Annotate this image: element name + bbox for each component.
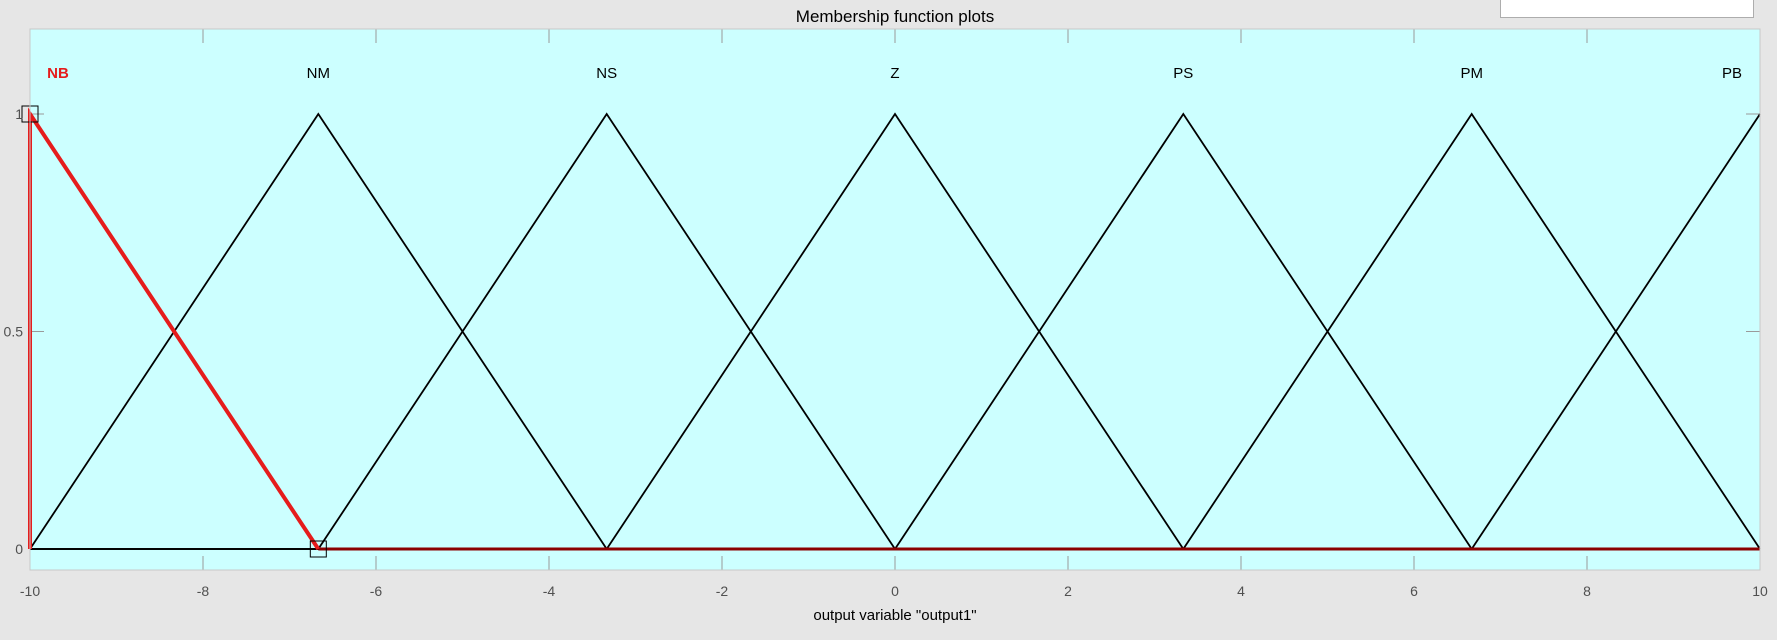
mf-nm-line[interactable] bbox=[29, 112, 608, 550]
x-tick-label: 8 bbox=[1583, 583, 1591, 599]
y-tick-label: 0.5 bbox=[4, 324, 24, 340]
chart-title: Membership function plots bbox=[796, 7, 994, 26]
mf-z-line[interactable] bbox=[605, 112, 1185, 550]
mf-label-ps[interactable]: PS bbox=[1173, 65, 1193, 82]
plot-area[interactable] bbox=[30, 29, 1760, 570]
mf-label-nm[interactable]: NM bbox=[307, 65, 330, 82]
mf-label-ns[interactable]: NS bbox=[596, 65, 617, 82]
x-tick-label: -8 bbox=[197, 583, 210, 599]
mf-pb-line[interactable] bbox=[1470, 113, 1761, 550]
mf-ns-line[interactable] bbox=[317, 112, 896, 550]
y-tick-label: 0 bbox=[15, 541, 23, 557]
x-tick-label: 0 bbox=[891, 583, 899, 599]
mf-ps-line[interactable] bbox=[894, 112, 1473, 550]
mf-label-pm[interactable]: PM bbox=[1460, 65, 1483, 82]
x-tick-labels: -10 -8 -6 -4 -2 0 2 4 6 8 10 bbox=[20, 583, 1768, 599]
x-tick-label: -2 bbox=[716, 583, 729, 599]
x-tick-label: -6 bbox=[370, 583, 383, 599]
mf-pm-line[interactable] bbox=[1182, 112, 1761, 550]
y-tick-labels: 00.51 bbox=[4, 106, 24, 557]
x-tick-label: 2 bbox=[1064, 583, 1072, 599]
mf-label-pb[interactable]: PB bbox=[1722, 65, 1742, 82]
variable-name-field[interactable] bbox=[1500, 0, 1754, 18]
mf-labels[interactable]: NB NM NS Z PS PM PB bbox=[47, 65, 1742, 82]
plot-frame bbox=[29, 28, 1761, 571]
x-tick-label: -10 bbox=[20, 583, 40, 599]
mf-label-nb[interactable]: NB bbox=[47, 65, 69, 82]
x-tick-label: 10 bbox=[1752, 583, 1768, 599]
mf-label-z[interactable]: Z bbox=[890, 65, 899, 82]
y-tick-label: 1 bbox=[15, 106, 23, 122]
x-axis-label: output variable "output1" bbox=[813, 607, 976, 624]
x-tick-label: 6 bbox=[1410, 583, 1418, 599]
mf-handle-1[interactable] bbox=[309, 540, 327, 558]
x-tick-label: -4 bbox=[543, 583, 556, 599]
x-tick-label: 4 bbox=[1237, 583, 1245, 599]
